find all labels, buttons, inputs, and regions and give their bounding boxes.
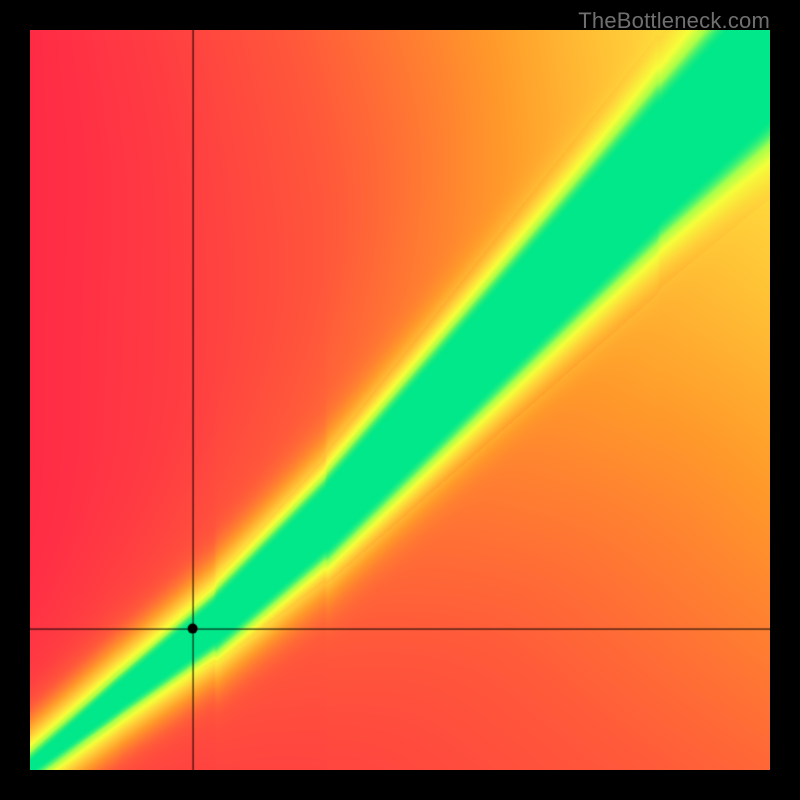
heatmap-canvas bbox=[30, 30, 770, 770]
chart-frame: TheBottleneck.com bbox=[0, 0, 800, 800]
heatmap-plot bbox=[30, 30, 770, 770]
